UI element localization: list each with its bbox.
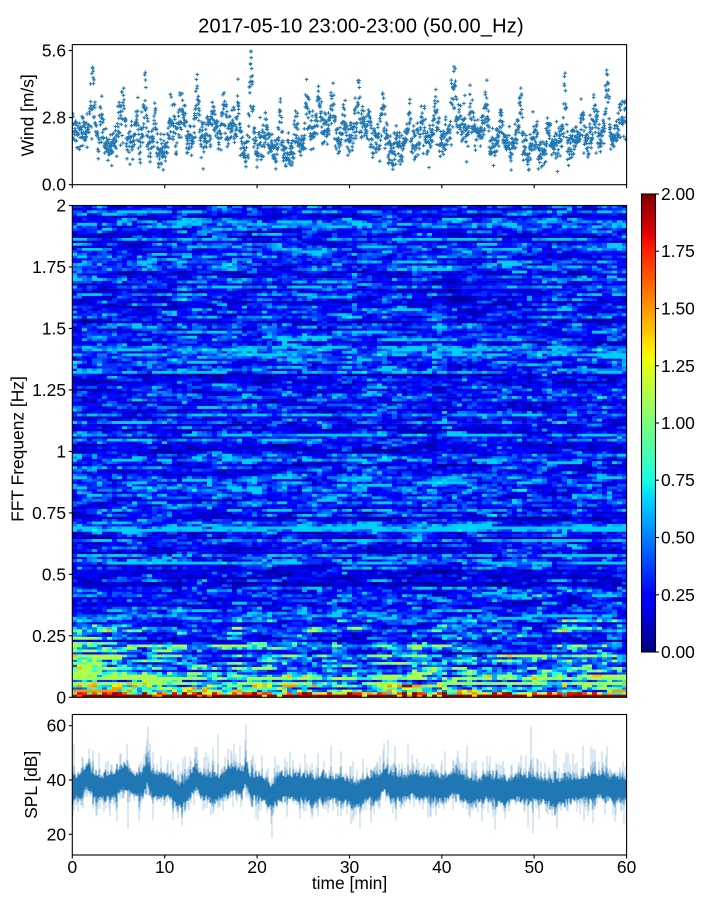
- svg-text:0.75: 0.75: [32, 503, 66, 523]
- svg-text:0: 0: [56, 687, 66, 707]
- svg-text:40: 40: [47, 770, 66, 790]
- svg-text:FFT Frequenz [Hz]: FFT Frequenz [Hz]: [8, 376, 28, 522]
- svg-text:2.00: 2.00: [661, 184, 695, 204]
- svg-text:60: 60: [47, 716, 66, 736]
- svg-text:60: 60: [617, 857, 636, 877]
- svg-text:50: 50: [525, 857, 544, 877]
- svg-text:0: 0: [67, 857, 77, 877]
- svg-text:1.25: 1.25: [661, 356, 695, 376]
- svg-text:30: 30: [340, 857, 359, 877]
- svg-text:0.75: 0.75: [661, 470, 695, 490]
- svg-text:0.00: 0.00: [661, 642, 695, 662]
- svg-text:0.50: 0.50: [661, 528, 695, 548]
- svg-text:20: 20: [47, 824, 66, 844]
- svg-text:10: 10: [155, 857, 174, 877]
- svg-text:SPL [dB]: SPL [dB]: [21, 751, 41, 819]
- svg-text:40: 40: [432, 857, 451, 877]
- svg-text:1.25: 1.25: [32, 380, 66, 400]
- svg-text:5.6: 5.6: [42, 41, 66, 61]
- svg-text:1.5: 1.5: [42, 318, 66, 338]
- svg-text:Wind [m/s]: Wind [m/s]: [18, 74, 38, 156]
- svg-text:1.75: 1.75: [661, 241, 695, 261]
- svg-text:time [min]: time [min]: [312, 873, 387, 893]
- svg-text:20: 20: [247, 857, 266, 877]
- svg-text:0.5: 0.5: [42, 564, 66, 584]
- svg-text:2: 2: [56, 196, 66, 216]
- svg-text:1.50: 1.50: [661, 299, 695, 319]
- svg-text:0.0: 0.0: [42, 175, 66, 195]
- svg-text:2017-05-10 23:00-23:00 (50.00_: 2017-05-10 23:00-23:00 (50.00_Hz): [198, 16, 524, 38]
- svg-text:1: 1: [56, 441, 66, 461]
- svg-text:0.25: 0.25: [661, 585, 695, 605]
- svg-text:1.00: 1.00: [661, 413, 695, 433]
- svg-text:0.25: 0.25: [32, 626, 66, 646]
- svg-text:2.8: 2.8: [42, 108, 66, 128]
- svg-text:1.75: 1.75: [32, 257, 66, 277]
